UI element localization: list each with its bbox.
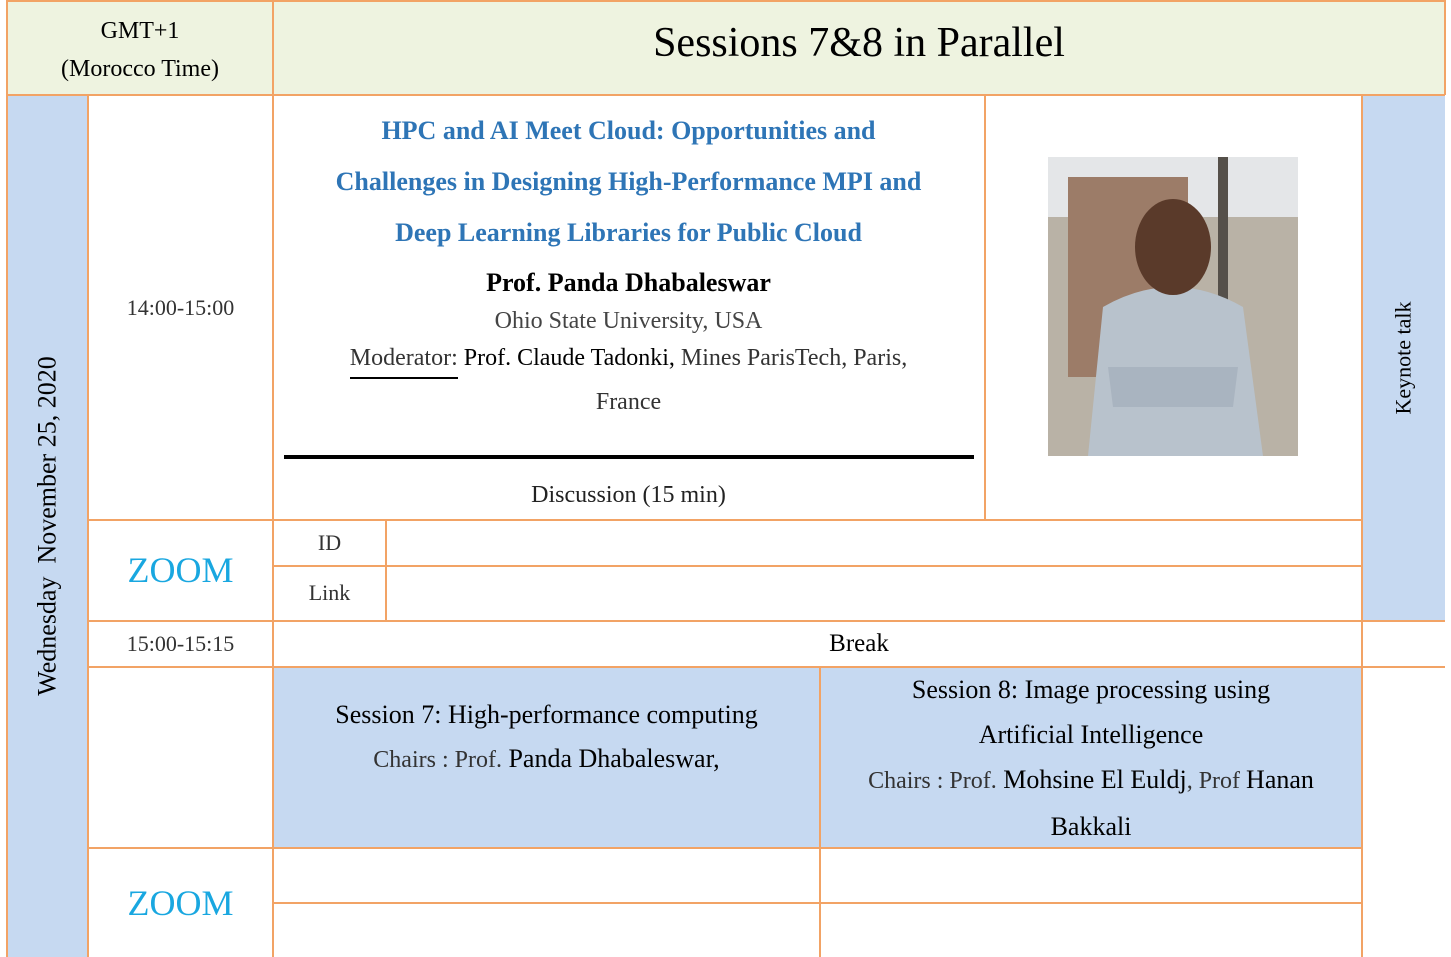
day-wrap: Wednesday November 25, 2020 xyxy=(7,95,88,957)
day-label: Wednesday November 25, 2020 xyxy=(32,356,62,696)
link-label: Link xyxy=(308,580,351,605)
zoom-label: ZOOM xyxy=(127,882,234,923)
day-cell xyxy=(7,95,88,957)
break-time: 15:00-15:15 xyxy=(126,631,235,656)
chair: Mohsine El Euldj xyxy=(1003,764,1187,794)
chairs-label: Chairs : Prof. xyxy=(373,747,502,773)
timezone-line: GMT+1 xyxy=(100,18,180,44)
keynote-title: Challenges in Designing High-Performance… xyxy=(335,167,922,196)
moderator-affiliation: Mines ParisTech, Paris, xyxy=(680,345,908,371)
keynote-title: HPC and AI Meet Cloud: Opportunities and xyxy=(381,116,876,145)
keynote-title: Deep Learning Libraries for Public Cloud xyxy=(395,218,862,247)
chair: Hanan Bakkali xyxy=(1050,764,1314,841)
session-8: Session 8: Image processing using Artifi… xyxy=(830,667,1352,848)
discussion: Discussion (15 min) xyxy=(531,481,726,508)
moderator-line: Moderator: Prof. Claude Tadonki, Mines P… xyxy=(273,336,984,380)
timezone: GMT+1 (Morocco Time) xyxy=(7,8,273,92)
zoom-label: ZOOM xyxy=(127,550,234,590)
session-title: Session 8: Image processing using xyxy=(911,674,1271,704)
session-title: Session 7: High-performance computing xyxy=(335,700,758,729)
keynote-side-label: Keynote talk xyxy=(1390,300,1416,415)
timezone-line: (Morocco Time) xyxy=(61,56,219,82)
speaker: Prof. Panda Dhabaleswar xyxy=(486,268,771,297)
page-title: Sessions 7&8 in Parallel xyxy=(653,20,1065,66)
session-chairs: Chairs : Prof. Panda Dhabaleswar, xyxy=(373,737,719,782)
keynote-time: 14:00-15:00 xyxy=(126,294,235,320)
header-band xyxy=(7,0,1445,95)
session-7-cell xyxy=(273,667,820,848)
separator xyxy=(284,455,974,459)
session-8-cell xyxy=(820,667,1362,848)
moderator-label: Moderator: xyxy=(349,345,458,379)
moderator-country: France xyxy=(595,389,662,415)
moderator: Prof. Claude Tadonki, xyxy=(463,345,675,371)
session-chairs: Chairs : Prof. Mohsine El Euldj, Prof Ha… xyxy=(830,757,1352,849)
chair-separator: , Prof xyxy=(1186,767,1247,794)
break-label: Break xyxy=(829,630,889,657)
speaker-photo xyxy=(1048,157,1298,456)
keynote-content: HPC and AI Meet Cloud: Opportunities and… xyxy=(273,105,984,424)
chairs-label: Chairs : Prof. xyxy=(868,767,997,794)
keynote-side-cell xyxy=(1362,95,1445,620)
side-wrap: Keynote talk xyxy=(1362,95,1445,620)
id-label: ID xyxy=(317,530,342,555)
affiliation: Ohio State University, USA xyxy=(494,308,763,334)
session-title: Artificial Intelligence xyxy=(978,719,1204,749)
chair: Panda Dhabaleswar, xyxy=(508,744,720,773)
session-7: Session 7: High-performance computing Ch… xyxy=(273,667,820,848)
